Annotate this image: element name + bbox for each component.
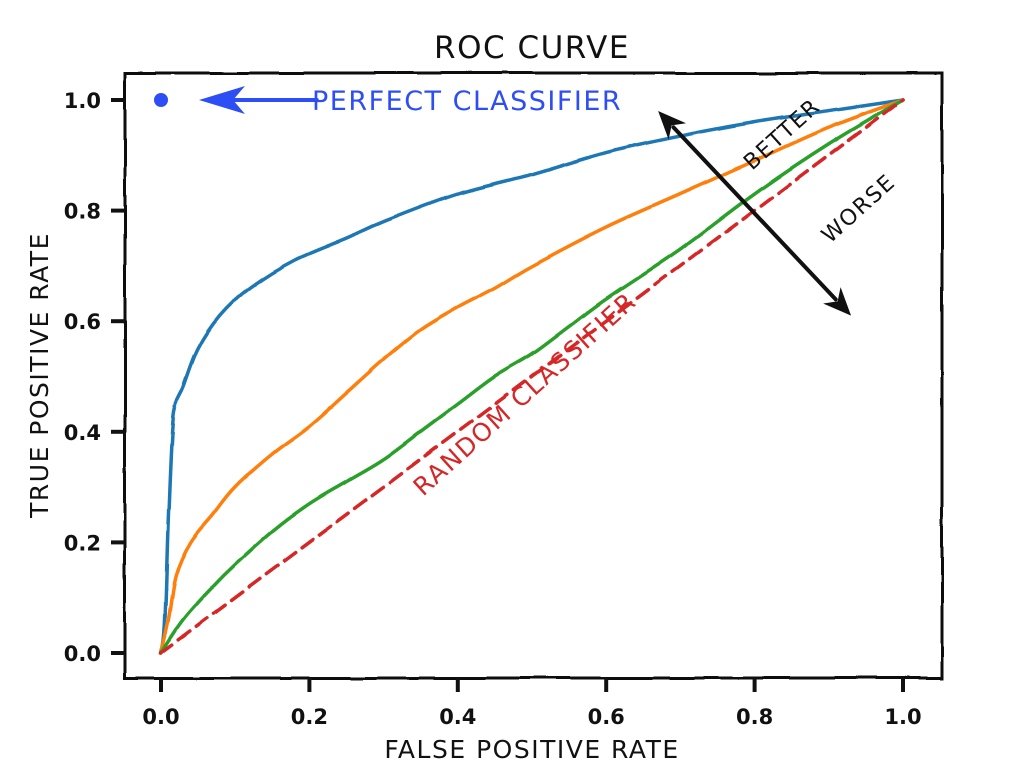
y-axis-label: TRUE POSITIVE RATE: [25, 232, 54, 519]
y-tick-label: 0.4: [64, 421, 101, 445]
random-classifier-line: [159, 98, 905, 655]
perfect-classifier-arrowhead: [199, 86, 245, 114]
better-worse-double-arrow: [658, 111, 852, 316]
y-axis-ticks: 0.0 0.2 0.4 0.6 0.8 1.0: [64, 89, 125, 666]
roc-curve-orange: [159, 98, 905, 655]
y-tick-label: 0.0: [64, 642, 101, 666]
y-tick-label: 0.2: [64, 531, 101, 555]
perfect-classifier-label: PERFECT CLASSIFIER: [312, 86, 622, 117]
plot-frame: [123, 71, 944, 680]
x-tick-label: 1.0: [884, 705, 921, 729]
x-axis-ticks: 0.0 0.2 0.4 0.6 0.8 1.0: [142, 678, 922, 729]
x-tick-label: 0.8: [736, 705, 773, 729]
worse-arrowhead: [823, 287, 852, 316]
worse-label: WORSE: [817, 170, 900, 249]
chart-title: ROC CURVE: [434, 30, 630, 66]
better-arrowhead: [658, 111, 687, 140]
x-tick-label: 0.2: [291, 705, 328, 729]
x-tick-label: 0.4: [439, 705, 476, 729]
y-tick-label: 0.6: [64, 310, 101, 334]
random-classifier-label: RANDOM CLASSIFIER: [408, 286, 642, 501]
double-arrow-shaft: [671, 125, 838, 302]
y-tick-label: 1.0: [64, 89, 101, 113]
x-tick-label: 0.6: [588, 705, 625, 729]
perfect-classifier-point: [154, 93, 168, 107]
series-layer: [159, 98, 905, 655]
x-axis-label: FALSE POSITIVE RATE: [384, 735, 679, 764]
y-tick-label: 0.8: [64, 200, 101, 224]
marker-layer: [154, 86, 319, 114]
x-tick-label: 0.0: [142, 705, 179, 729]
roc-curve-green: [159, 98, 905, 655]
